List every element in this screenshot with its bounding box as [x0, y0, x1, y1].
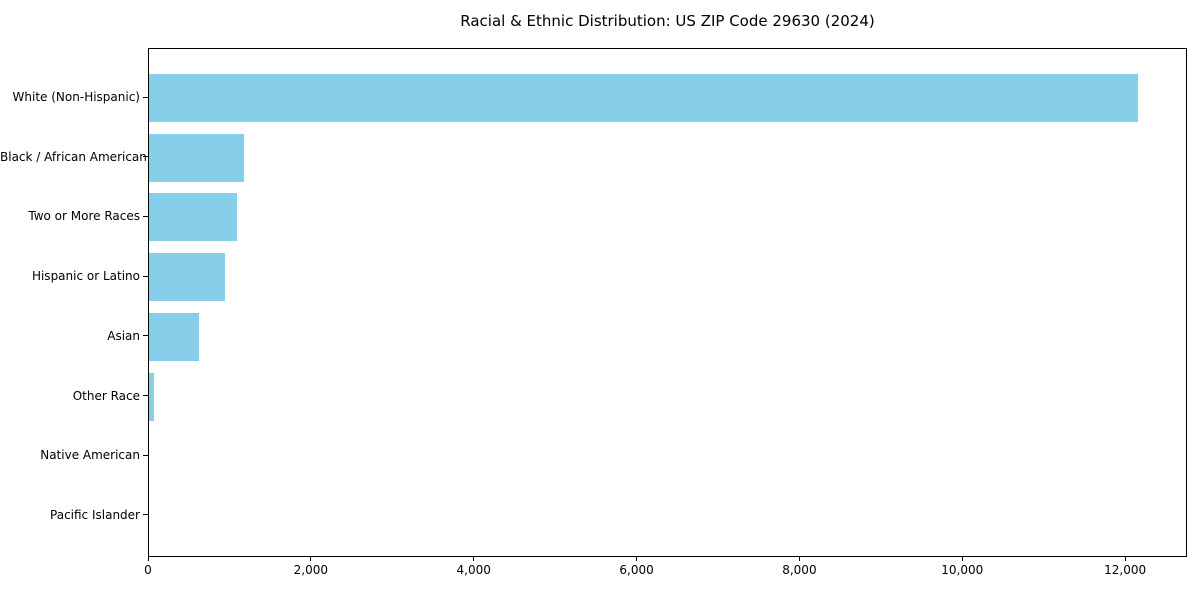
x-tick-label: 2,000 — [293, 563, 329, 577]
x-tick-mark — [961, 557, 963, 561]
bar-black-african-american — [149, 133, 245, 182]
y-tick-label: Two or More Races — [28, 209, 140, 224]
y-tick-label: Native American — [40, 448, 140, 463]
y-tick-label: Pacific Islander — [50, 507, 140, 522]
y-tick-label: Hispanic or Latino — [31, 269, 140, 284]
y-tick-mark — [143, 454, 148, 456]
y-tick-label: White (Non-Hispanic) — [12, 90, 140, 104]
chart-title: Racial & Ethnic Distribution: US ZIP Cod… — [460, 12, 875, 30]
y-tick-mark — [143, 395, 148, 396]
bar-white-non-hispanic — [149, 74, 1138, 122]
y-tick-label: Black / African American — [0, 149, 147, 164]
y-tick-mark — [143, 275, 148, 277]
y-tick-mark — [143, 215, 148, 217]
x-tick-mark — [473, 557, 475, 561]
x-tick-label: 10,000 — [941, 563, 984, 577]
x-tick-label: 8,000 — [782, 563, 817, 577]
y-tick-label: Asian — [107, 328, 140, 343]
bar-hispanic-or-latino — [149, 253, 225, 302]
x-tick-label: 4,000 — [456, 563, 491, 577]
y-tick-mark — [143, 156, 148, 158]
y-tick-mark — [143, 514, 148, 516]
y-tick-label: Other Race — [72, 388, 140, 403]
y-tick-mark — [143, 335, 148, 337]
bar-asian — [149, 312, 200, 361]
plot-area — [148, 48, 1187, 557]
x-tick-label: 12,000 — [1104, 563, 1147, 577]
x-tick-mark — [636, 557, 638, 561]
bar-two-or-more-races — [149, 193, 237, 242]
x-tick-label: 0 — [144, 563, 152, 577]
x-tick-mark — [310, 557, 312, 561]
x-tick-mark — [798, 557, 800, 561]
x-tick-mark — [1124, 557, 1126, 561]
x-tick-mark — [147, 557, 149, 561]
bar-other-race — [149, 372, 154, 421]
y-tick-mark — [143, 96, 148, 98]
x-tick-label: 6,000 — [619, 563, 654, 577]
